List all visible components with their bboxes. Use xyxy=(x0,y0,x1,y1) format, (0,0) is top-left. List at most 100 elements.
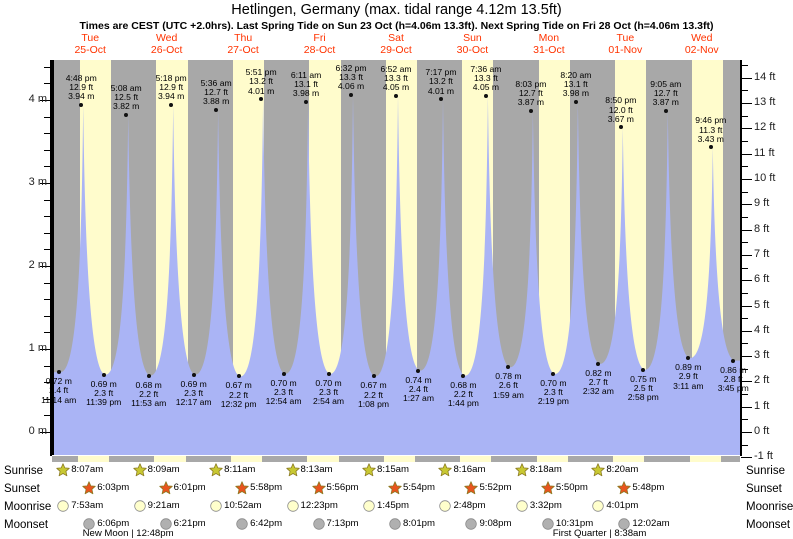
low-tide-feet: 2.6 ft xyxy=(498,380,518,391)
low-tide-marker xyxy=(281,371,286,376)
high-tide-feet: 13.1 ft xyxy=(294,78,318,89)
high-tide-time: 5:18 pm xyxy=(155,72,187,83)
tide-plot-area xyxy=(52,60,740,455)
y-tick-right-minor xyxy=(741,419,748,420)
moonset-time: 6:21pm xyxy=(173,518,206,529)
low-tide-meters: 0.69 m xyxy=(90,378,117,389)
y-tick-right xyxy=(741,230,752,231)
low-tide-marker xyxy=(191,372,196,377)
y-tick-left xyxy=(40,266,51,267)
y-tick-right-minor xyxy=(741,394,748,395)
high-tide-label: 8:20 am 13.1 ft 3.98 m xyxy=(547,70,605,99)
day-header-27-oct: Thu 27-Oct xyxy=(206,32,280,56)
low-tide-label: 0.86 m 2.8 ft 3:45 pm xyxy=(704,364,762,394)
high-tide-label: 7:36 am 13.3 ft 4.05 m xyxy=(457,63,515,93)
row-label-sunrise: Sunrise xyxy=(4,465,43,477)
day-of-week: Tue xyxy=(616,32,635,44)
night-strip-segment xyxy=(720,456,740,462)
day-header-31-oct: Mon 31-Oct xyxy=(512,32,586,56)
moonrise-time: 1:45pm xyxy=(377,500,409,511)
low-tide-feet: 2.3 ft xyxy=(184,387,204,398)
sunrise-time: 8:16am xyxy=(453,464,486,475)
low-tide-time: 11:53 am xyxy=(131,397,167,408)
high-tide-marker xyxy=(483,93,488,98)
sunset-time: 5:54pm xyxy=(403,482,435,493)
low-tide-time: 2:19 pm xyxy=(537,396,569,407)
moonrise-time: 3:32pm xyxy=(529,500,562,511)
moonrise-time: 12:23pm xyxy=(300,500,338,511)
row-label-right-sunset: Sunset xyxy=(746,483,782,495)
high-tide-time: 7:36 am xyxy=(470,63,502,74)
day-date: 27-Oct xyxy=(227,44,259,56)
high-tide-time: 9:46 pm xyxy=(695,115,727,126)
day-of-week: Sun xyxy=(463,32,482,44)
night-strip-segment xyxy=(491,456,537,462)
moonset-cell: 10:31pm xyxy=(541,517,611,532)
high-tide-feet: 13.2 ft xyxy=(249,76,274,87)
night-strip-segment xyxy=(52,456,78,462)
sunset-cell: 6:01pm xyxy=(158,481,229,496)
y-label-left: 3 m xyxy=(28,176,47,188)
sunset-time: 5:52pm xyxy=(479,482,512,493)
y-tick-right xyxy=(741,306,752,307)
low-tide-label: 0.89 m 2.9 ft 3:11 am xyxy=(659,362,717,391)
y-tick-right-minor xyxy=(741,268,748,269)
y-tick-left xyxy=(40,349,51,350)
y-tick-left xyxy=(44,283,51,284)
sunrise-cell: 8:18am xyxy=(515,463,585,478)
high-tide-label: 6:52 am 13.3 ft 4.05 m xyxy=(367,64,425,93)
low-tide-marker xyxy=(101,372,106,377)
low-tide-time: 1:59 am xyxy=(492,389,524,400)
water-curve xyxy=(54,95,740,455)
low-tide-marker xyxy=(146,373,151,378)
high-tide-meters: 3.67 m xyxy=(607,113,634,124)
high-tide-marker xyxy=(528,108,533,113)
sunset-time: 6:03pm xyxy=(97,482,130,493)
y-tick-left xyxy=(40,100,51,101)
day-of-week: Fri xyxy=(313,32,326,44)
day-date: 01-Nov xyxy=(608,44,643,56)
day-header-01-nov: Tue 01-Nov xyxy=(588,32,662,56)
moonrise-time: 10:52am xyxy=(224,500,262,511)
low-tide-feet: 2.2 ft xyxy=(139,388,159,399)
low-tide-meters: 0.67 m xyxy=(360,380,387,391)
high-tide-meters: 3.98 m xyxy=(292,88,320,99)
high-tide-marker xyxy=(79,102,84,107)
high-tide-meters: 3.98 m xyxy=(562,88,589,99)
y-tick-right xyxy=(741,255,752,256)
day-date: 30-Oct xyxy=(456,44,489,56)
high-tide-time: 8:50 pm xyxy=(605,95,637,106)
low-tide-feet: 2.7 ft xyxy=(588,377,608,388)
low-tide-meters: 0.86 m xyxy=(720,364,747,375)
y-tick-right-minor xyxy=(741,192,748,193)
low-tide-marker xyxy=(551,371,556,376)
sunrise-cell: 8:13am xyxy=(285,463,356,478)
page-subtitle: Times are CEST (UTC +2.0hrs). Last Sprin… xyxy=(79,20,714,32)
low-tide-marker xyxy=(641,367,646,372)
y-tick-left xyxy=(44,415,51,416)
moon-phase-name: New Moon xyxy=(82,528,129,539)
day-of-week: Mon xyxy=(538,32,560,44)
day-of-week: Wed xyxy=(691,32,713,44)
sunset-time: 6:01pm xyxy=(173,482,206,493)
y-tick-left xyxy=(44,150,51,151)
bottom-day-night-strip xyxy=(52,456,740,462)
high-tide-meters: 4.01 m xyxy=(427,85,455,96)
low-tide-feet: 2.2 ft xyxy=(453,388,473,399)
day-of-week: Sat xyxy=(388,32,404,44)
moonset-cell: 9:08pm xyxy=(464,517,534,532)
y-tick-right xyxy=(741,407,752,408)
day-of-week: Thu xyxy=(234,32,253,44)
high-tide-feet: 12.5 ft xyxy=(114,92,139,103)
day-header-30-oct: Sun 30-Oct xyxy=(435,32,509,56)
high-tide-label: 8:50 pm 12.0 ft 3.67 m xyxy=(592,96,650,124)
low-tide-time: 1:44 pm xyxy=(447,397,479,408)
high-tide-marker xyxy=(259,97,264,102)
sunset-cell: 5:52pm xyxy=(464,481,534,496)
high-tide-marker xyxy=(304,99,309,104)
sunset-cell: 5:56pm xyxy=(311,481,382,496)
high-tide-time: 6:32 pm xyxy=(335,63,367,74)
low-tide-meters: 0.78 m xyxy=(495,371,522,382)
low-tide-meters: 0.68 m xyxy=(450,379,477,390)
sunrise-time: 8:13am xyxy=(300,464,333,475)
